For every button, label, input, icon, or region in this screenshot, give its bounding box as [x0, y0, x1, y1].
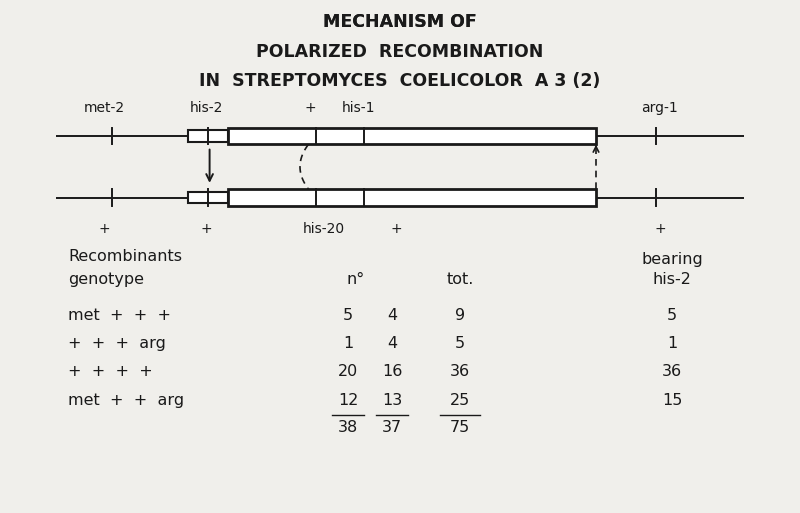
Bar [188, 130, 228, 142]
Text: his-1: his-1 [342, 102, 375, 115]
Text: 1: 1 [343, 336, 353, 351]
Text: 1: 1 [667, 336, 677, 351]
Text: +  +  +  arg: + + + arg [68, 336, 166, 351]
Text: met-2: met-2 [83, 102, 125, 115]
Text: arg-1: arg-1 [642, 102, 678, 115]
Text: 12: 12 [338, 392, 358, 408]
Text: 38: 38 [338, 420, 358, 435]
Bar [228, 189, 596, 206]
Text: 4: 4 [387, 336, 397, 351]
Bar [188, 192, 228, 203]
Text: +: + [98, 222, 110, 235]
Text: his-2: his-2 [653, 272, 691, 287]
Text: MECHANISM OF: MECHANISM OF [323, 13, 477, 31]
Text: 5: 5 [343, 308, 353, 323]
Text: 16: 16 [382, 364, 402, 380]
Text: 5: 5 [667, 308, 677, 323]
Text: 20: 20 [338, 364, 358, 380]
Text: 4: 4 [387, 308, 397, 323]
Bar [228, 128, 596, 144]
Text: bearing: bearing [641, 251, 703, 267]
Text: 36: 36 [662, 364, 682, 380]
Text: 37: 37 [382, 420, 402, 435]
Text: 36: 36 [450, 364, 470, 380]
Text: +: + [201, 222, 212, 235]
Text: genotype: genotype [68, 272, 144, 287]
Text: Recombinants: Recombinants [68, 249, 182, 264]
Text: MECHANISM OF: MECHANISM OF [323, 13, 477, 31]
Text: his-20: his-20 [303, 222, 345, 235]
Text: +: + [654, 222, 666, 235]
Text: met  +  +  +: met + + + [68, 308, 171, 323]
Text: 15: 15 [662, 392, 682, 408]
Text: tot.: tot. [446, 272, 474, 287]
Text: met  +  +  arg: met + + arg [68, 392, 184, 408]
Text: POLARIZED  RECOMBINATION: POLARIZED RECOMBINATION [256, 43, 544, 61]
Text: 9: 9 [455, 308, 465, 323]
Text: +: + [390, 222, 402, 235]
Text: his-2: his-2 [190, 102, 223, 115]
Text: IN  STREPTOMYCES  COELICOLOR  A 3 (2): IN STREPTOMYCES COELICOLOR A 3 (2) [199, 72, 601, 90]
Text: n°: n° [347, 272, 365, 287]
Text: 25: 25 [450, 392, 470, 408]
Text: 5: 5 [455, 336, 465, 351]
Text: +  +  +  +: + + + + [68, 364, 153, 380]
Text: 13: 13 [382, 392, 402, 408]
Text: 75: 75 [450, 420, 470, 435]
Text: +: + [305, 102, 316, 115]
